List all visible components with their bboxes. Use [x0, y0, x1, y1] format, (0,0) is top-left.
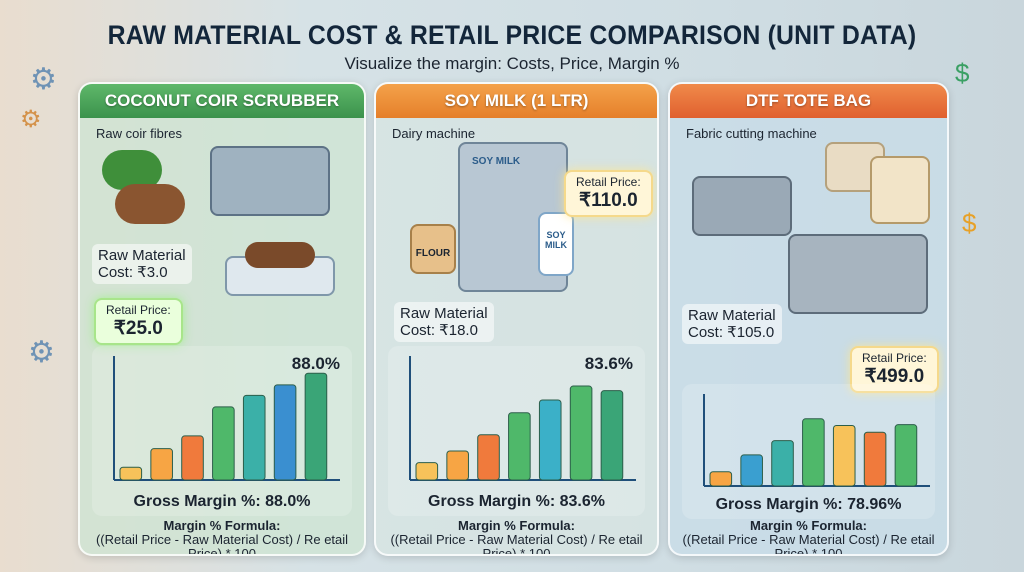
- retail-price-tag: Retail Price: ₹499.0: [850, 346, 939, 393]
- bar: [832, 425, 856, 487]
- gross-margin: Gross Margin %: 83.6%: [428, 493, 605, 510]
- product-panel-soy-milk: SOY MILK (1 LTR) Dairy machine SOY MILK …: [374, 82, 659, 556]
- bar: [600, 390, 624, 481]
- bar: [304, 372, 328, 481]
- price-label: Retail Price:: [576, 175, 641, 189]
- bar: [894, 424, 918, 487]
- bar: [415, 462, 439, 481]
- margin-chart: Gross Margin %: 78.96%: [682, 384, 935, 519]
- gear-icon: ⚙: [20, 106, 42, 133]
- flour-sack-illustration: FLOUR: [410, 224, 456, 274]
- formula-text: ((Retail Price - Raw Material Cost) / Re…: [95, 532, 349, 556]
- machine-label: Raw coir fibres: [96, 126, 182, 141]
- price-value: ₹25.0: [113, 318, 163, 339]
- bar: [242, 394, 266, 481]
- bar: [477, 434, 500, 481]
- bar-chart: [113, 356, 340, 481]
- margin-formula: Margin % Formula: ((Retail Price - Raw Ma…: [670, 518, 947, 556]
- price-value: ₹110.0: [579, 190, 638, 211]
- margin-formula: Margin % Formula: ((Retail Price - Raw Ma…: [376, 518, 657, 556]
- raw-material-cost: Raw Material Cost: ₹3.0: [92, 244, 192, 284]
- dollar-coin-icon: $: [955, 58, 970, 88]
- bar-chart: [703, 394, 930, 487]
- bar: [538, 399, 562, 481]
- tote-bag-illustration: [870, 156, 930, 224]
- cost-value: Cost: ₹3.0: [98, 264, 168, 281]
- margin-chart: 88.0% Gross Margin %: 88.0%: [92, 346, 352, 516]
- margin-chart: 83.6% Gross Margin %: 83.6%: [388, 346, 645, 516]
- cost-label: Raw Material: [688, 307, 776, 324]
- retail-price-tag: Retail Price: ₹110.0: [564, 170, 653, 217]
- cost-label: Raw Material: [400, 305, 488, 322]
- cost-label: Raw Material: [98, 247, 186, 264]
- page-title: RAW MATERIAL COST & RETAIL PRICE COMPARI…: [107, 20, 917, 50]
- margin-formula: Margin % Formula: ((Retail Price - Raw Ma…: [80, 518, 364, 556]
- price-label: Retail Price:: [862, 351, 927, 365]
- coir-fibre-illustration: [102, 150, 162, 190]
- product-panel-coconut-coir-scrubber: COCONUT COIR SCRUBBER Raw coir fibres Ra…: [78, 82, 366, 556]
- bar: [709, 471, 733, 487]
- bar: [150, 448, 173, 481]
- panel-header: SOY MILK (1 LTR): [376, 84, 657, 118]
- gross-margin: Gross Margin %: 78.96%: [715, 496, 902, 513]
- chart-top-label: 83.6%: [584, 354, 633, 373]
- scrubber-illustration: [245, 242, 315, 268]
- formula-text: ((Retail Price - Raw Material Cost) / Re…: [390, 532, 643, 556]
- dtf-printer-illustration: [788, 234, 928, 314]
- gear-icon: ⚙: [30, 63, 57, 96]
- bar: [740, 454, 763, 487]
- bar: [802, 418, 825, 487]
- chart-top-label: 88.0%: [291, 354, 340, 373]
- milk-bottle-illustration: SOY MILK: [538, 212, 574, 276]
- machine-label: Fabric cutting machine: [686, 126, 817, 141]
- raw-material-cost: Raw Material Cost: ₹18.0: [394, 302, 494, 342]
- cost-value: Cost: ₹18.0: [400, 322, 478, 339]
- bar: [273, 384, 297, 481]
- bar: [181, 435, 204, 481]
- bar: [569, 385, 593, 481]
- gear-icon: ⚙: [28, 336, 55, 369]
- bar: [508, 412, 531, 481]
- retail-price-tag: Retail Price: ₹25.0: [94, 298, 183, 345]
- bar: [771, 440, 794, 487]
- formula-title: Margin % Formula:: [457, 518, 575, 533]
- panel-header: COCONUT COIR SCRUBBER: [80, 84, 364, 118]
- price-value: ₹499.0: [864, 366, 925, 387]
- bar: [119, 466, 143, 481]
- bar-chart: [409, 356, 636, 481]
- bar: [446, 450, 469, 481]
- coir-fibre-illustration: [115, 184, 185, 224]
- product-panel-dtf-tote-bag: DTF TOTE BAG Fabric cutting machine Raw …: [668, 82, 949, 556]
- formula-title: Margin % Formula:: [163, 518, 281, 533]
- machine-label: Dairy machine: [392, 126, 476, 141]
- bar: [863, 431, 887, 487]
- panel-header: DTF TOTE BAG: [670, 84, 947, 118]
- machine-text: SOY MILK: [472, 156, 521, 167]
- dollar-coin-icon: $: [962, 208, 977, 238]
- formula-title: Margin % Formula:: [749, 518, 867, 533]
- cost-value: Cost: ₹105.0: [688, 324, 775, 341]
- formula-text: ((Retail Price - Raw Material Cost) / Re…: [682, 532, 935, 556]
- machine-illustration: [210, 146, 330, 216]
- cutting-machine-illustration: [692, 176, 792, 236]
- price-label: Retail Price:: [106, 303, 171, 317]
- bar: [212, 406, 235, 481]
- gross-margin: Gross Margin %: 88.0%: [133, 493, 311, 510]
- page-subtitle: Visualize the margin: Costs, Price, Marg…: [344, 54, 680, 73]
- raw-material-cost: Raw Material Cost: ₹105.0: [682, 304, 782, 344]
